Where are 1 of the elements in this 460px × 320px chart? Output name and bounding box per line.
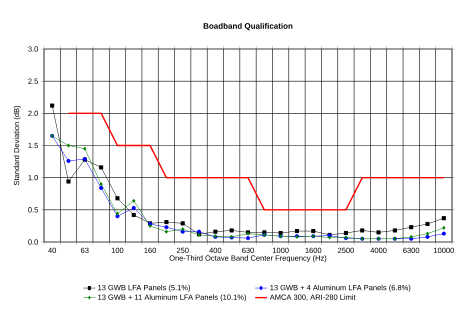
chart-title: Boadband Qualification (204, 22, 292, 30)
